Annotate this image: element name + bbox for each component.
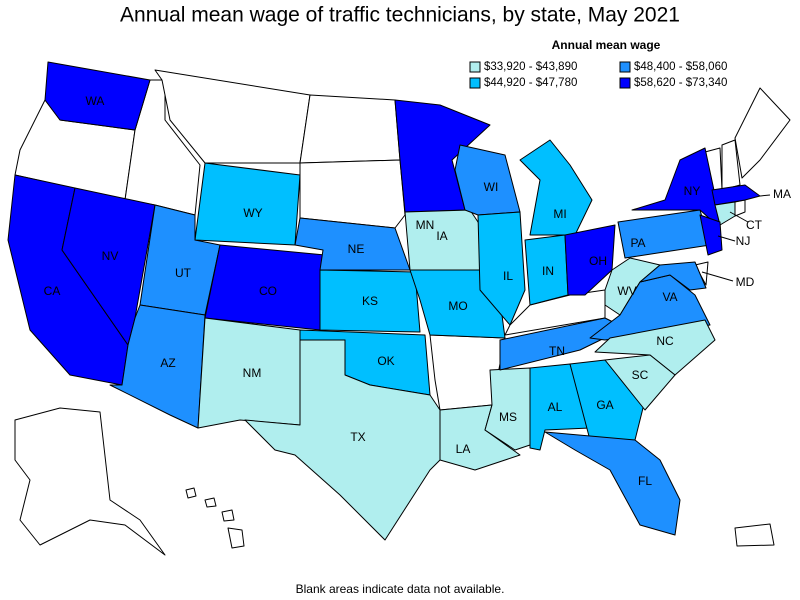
state-label: LA xyxy=(456,442,471,456)
footnote: Blank areas indicate data not available. xyxy=(296,582,505,596)
legend: $33,920 - $43,890 $44,920 - $47,780 $48,40… xyxy=(469,61,727,89)
state-blank xyxy=(721,139,741,191)
state-label: MN xyxy=(416,218,435,232)
state-blank xyxy=(734,523,775,547)
state xyxy=(544,431,681,536)
state-label: WY xyxy=(243,206,262,220)
state xyxy=(194,162,301,246)
state-label: GA xyxy=(596,398,613,412)
legend-title: Annual mean wage xyxy=(552,38,661,52)
legend-swatch xyxy=(469,77,481,89)
state-label: CT xyxy=(746,218,763,232)
state-label: IA xyxy=(436,229,447,243)
state-label: NM xyxy=(243,366,262,380)
state-label: NJ xyxy=(736,234,751,248)
state-label: VA xyxy=(662,290,677,304)
state-label: AZ xyxy=(160,356,175,370)
state-label: WV xyxy=(617,284,636,298)
state-label: CO xyxy=(259,284,277,298)
state xyxy=(244,339,441,541)
state xyxy=(617,209,711,259)
state-label: KS xyxy=(362,294,378,308)
state xyxy=(319,269,421,333)
state-label: NC xyxy=(656,334,674,348)
state xyxy=(44,61,151,131)
leader-line xyxy=(729,211,749,223)
legend-swatch xyxy=(619,77,631,89)
state-blank xyxy=(204,497,217,508)
state xyxy=(604,354,676,411)
leader-line xyxy=(759,194,771,197)
state-label: TN xyxy=(549,344,565,358)
state-labels: WA CA NV UT AZ WY CO NM NE KS OK TX MN I… xyxy=(44,94,791,488)
state-label: NY xyxy=(684,184,701,198)
state-blank xyxy=(14,407,166,556)
state-label: NE xyxy=(348,242,365,256)
legend-label: $48,400 - $58,060 xyxy=(634,61,727,73)
state xyxy=(714,201,736,226)
states xyxy=(7,61,791,556)
state-label: PA xyxy=(630,236,645,250)
state-label: IL xyxy=(503,269,513,283)
state xyxy=(699,214,723,256)
state-label: UT xyxy=(175,266,192,280)
state-label: CA xyxy=(44,284,61,298)
map-title: Annual mean wage of traffic technicians,… xyxy=(120,4,680,27)
state-label: MD xyxy=(736,275,755,289)
state-label: NV xyxy=(102,249,119,263)
state-blank xyxy=(299,159,406,229)
state-blank xyxy=(221,509,235,522)
state-label: OK xyxy=(377,354,394,368)
state-blank xyxy=(734,199,746,217)
legend-swatch xyxy=(619,61,631,73)
state-label: MS xyxy=(499,410,517,424)
state-label: FL xyxy=(638,474,652,488)
state xyxy=(519,139,593,236)
state-label: AL xyxy=(548,400,563,414)
legend-label: $58,620 - $73,340 xyxy=(634,77,727,89)
state-label: WA xyxy=(86,94,105,108)
state-label: WI xyxy=(484,180,499,194)
state-label: TX xyxy=(350,430,365,444)
state-label: MO xyxy=(448,299,467,313)
state-blank xyxy=(299,94,401,164)
leader-line xyxy=(701,271,734,282)
state-label: MI xyxy=(553,207,566,221)
state-label: MA xyxy=(773,187,791,201)
state-blank xyxy=(734,87,791,179)
legend-label: $33,920 - $43,890 xyxy=(484,61,577,73)
state xyxy=(569,359,646,441)
state-label: SC xyxy=(632,368,649,382)
leader-line xyxy=(717,235,736,242)
state xyxy=(631,147,721,229)
legend-swatch xyxy=(469,61,481,73)
state-blank xyxy=(185,487,197,499)
state-label: OH xyxy=(589,254,607,268)
state-label: IN xyxy=(542,264,554,278)
state xyxy=(639,261,707,291)
legend-label: $44,920 - $47,780 xyxy=(484,77,577,89)
state xyxy=(711,184,761,206)
state xyxy=(477,211,526,326)
state-blank xyxy=(227,527,245,549)
state xyxy=(564,224,616,296)
